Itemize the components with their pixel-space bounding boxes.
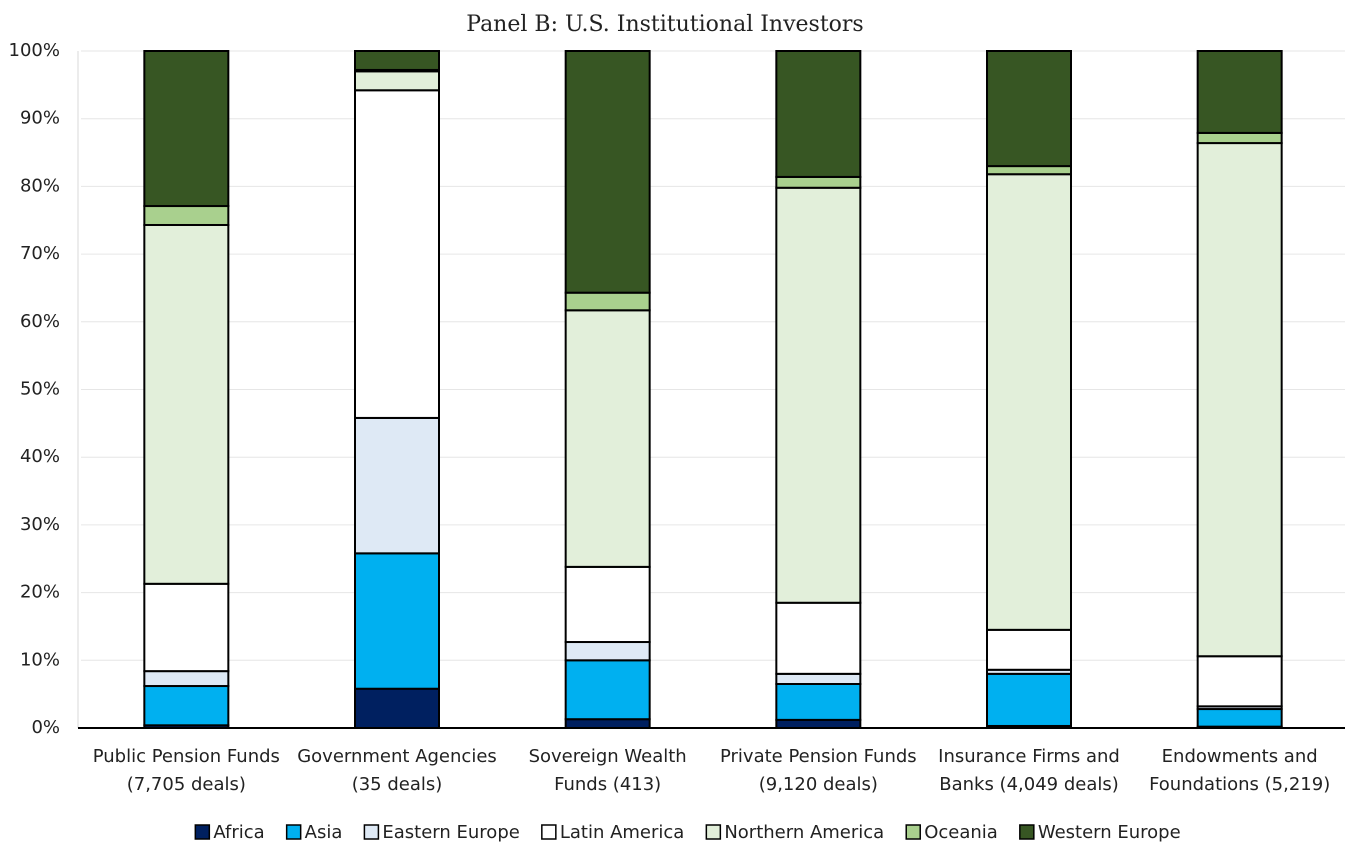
bar-segment <box>986 628 1072 671</box>
bar-segment <box>143 582 230 673</box>
legend-swatch <box>541 824 557 840</box>
bar-segment <box>775 718 862 729</box>
y-tick-label: 30% <box>20 514 60 535</box>
x-tick-label: (35 deals) <box>352 774 443 795</box>
y-tick-label: 40% <box>20 446 60 467</box>
bar-segment <box>775 682 862 721</box>
bar-segment <box>1196 50 1283 134</box>
x-tick-label: Banks (4,049 deals) <box>939 774 1119 795</box>
bar-segment <box>986 50 1072 168</box>
bar-segment <box>564 309 651 568</box>
legend-swatch <box>705 824 722 840</box>
bar-segment <box>986 672 1072 727</box>
bar-segment <box>564 565 651 644</box>
legend-label: Oceania <box>924 822 998 843</box>
y-tick-label: 90% <box>20 108 60 129</box>
bar-segment <box>986 165 1072 176</box>
bar-segment <box>354 89 440 419</box>
x-tick-label: Sovereign Wealth <box>529 746 687 767</box>
bar-segment <box>775 175 862 189</box>
x-tick-label: Government Agencies <box>297 746 497 767</box>
y-tick-label: 0% <box>31 717 60 738</box>
legend-label: Western Europe <box>1038 822 1181 843</box>
legend-label: Northern America <box>724 822 884 843</box>
x-tick-label: Private Pension Funds <box>720 746 917 767</box>
bar-segment <box>564 641 651 662</box>
bar-segment <box>1196 131 1283 145</box>
bar-segment <box>775 186 862 604</box>
bar-segment <box>143 685 230 727</box>
legend-label: Latin America <box>560 822 685 843</box>
bar-segment <box>775 50 862 178</box>
bar-segment <box>354 687 440 730</box>
bar-segment <box>1196 655 1283 708</box>
legend-swatch <box>363 824 380 840</box>
x-tick-label: Foundations (5,219) <box>1149 774 1330 795</box>
bar-segment <box>564 659 651 721</box>
x-tick-label: Funds (413) <box>554 774 661 795</box>
bar-segment <box>354 50 440 71</box>
y-tick-label: 50% <box>20 379 60 400</box>
bar-segment <box>775 601 862 675</box>
bar-segment <box>1196 142 1283 658</box>
bar-segment <box>354 416 440 555</box>
bar-segment <box>354 70 440 92</box>
bar-segment <box>143 223 230 585</box>
bar-segment <box>354 552 440 690</box>
legend-label: Asia <box>305 822 343 843</box>
bar-segment <box>986 173 1072 631</box>
bar-segment <box>143 670 230 688</box>
legend-swatch <box>194 824 211 840</box>
bar-segment <box>143 205 230 226</box>
bar-segment <box>1196 708 1283 728</box>
legend-swatch <box>905 824 921 840</box>
y-tick-label: 80% <box>20 175 60 196</box>
x-tick-label: Insurance Firms and <box>938 746 1120 767</box>
x-tick-label: (7,705 deals) <box>127 774 246 795</box>
x-tick-label: Endowments and <box>1162 746 1318 767</box>
bar-segment <box>775 672 862 685</box>
legend-swatch <box>1019 824 1035 840</box>
legend-swatch <box>285 824 302 840</box>
legend-label: Africa <box>213 822 264 843</box>
chart-title: Panel B: U.S. Institutional Investors <box>466 12 863 37</box>
bar-segment <box>564 718 651 729</box>
bar-segment <box>564 50 651 294</box>
y-tick-label: 10% <box>20 649 60 670</box>
y-tick-label: 20% <box>20 582 60 603</box>
bar-segment <box>564 291 651 312</box>
y-tick-label: 70% <box>20 243 60 264</box>
x-tick-label: (9,120 deals) <box>759 774 878 795</box>
x-tick-label: Public Pension Funds <box>93 746 280 767</box>
legend-label: Eastern Europe <box>382 822 519 843</box>
y-tick-label: 100% <box>9 40 60 61</box>
y-tick-label: 60% <box>20 311 60 332</box>
bar-segment <box>143 50 230 208</box>
